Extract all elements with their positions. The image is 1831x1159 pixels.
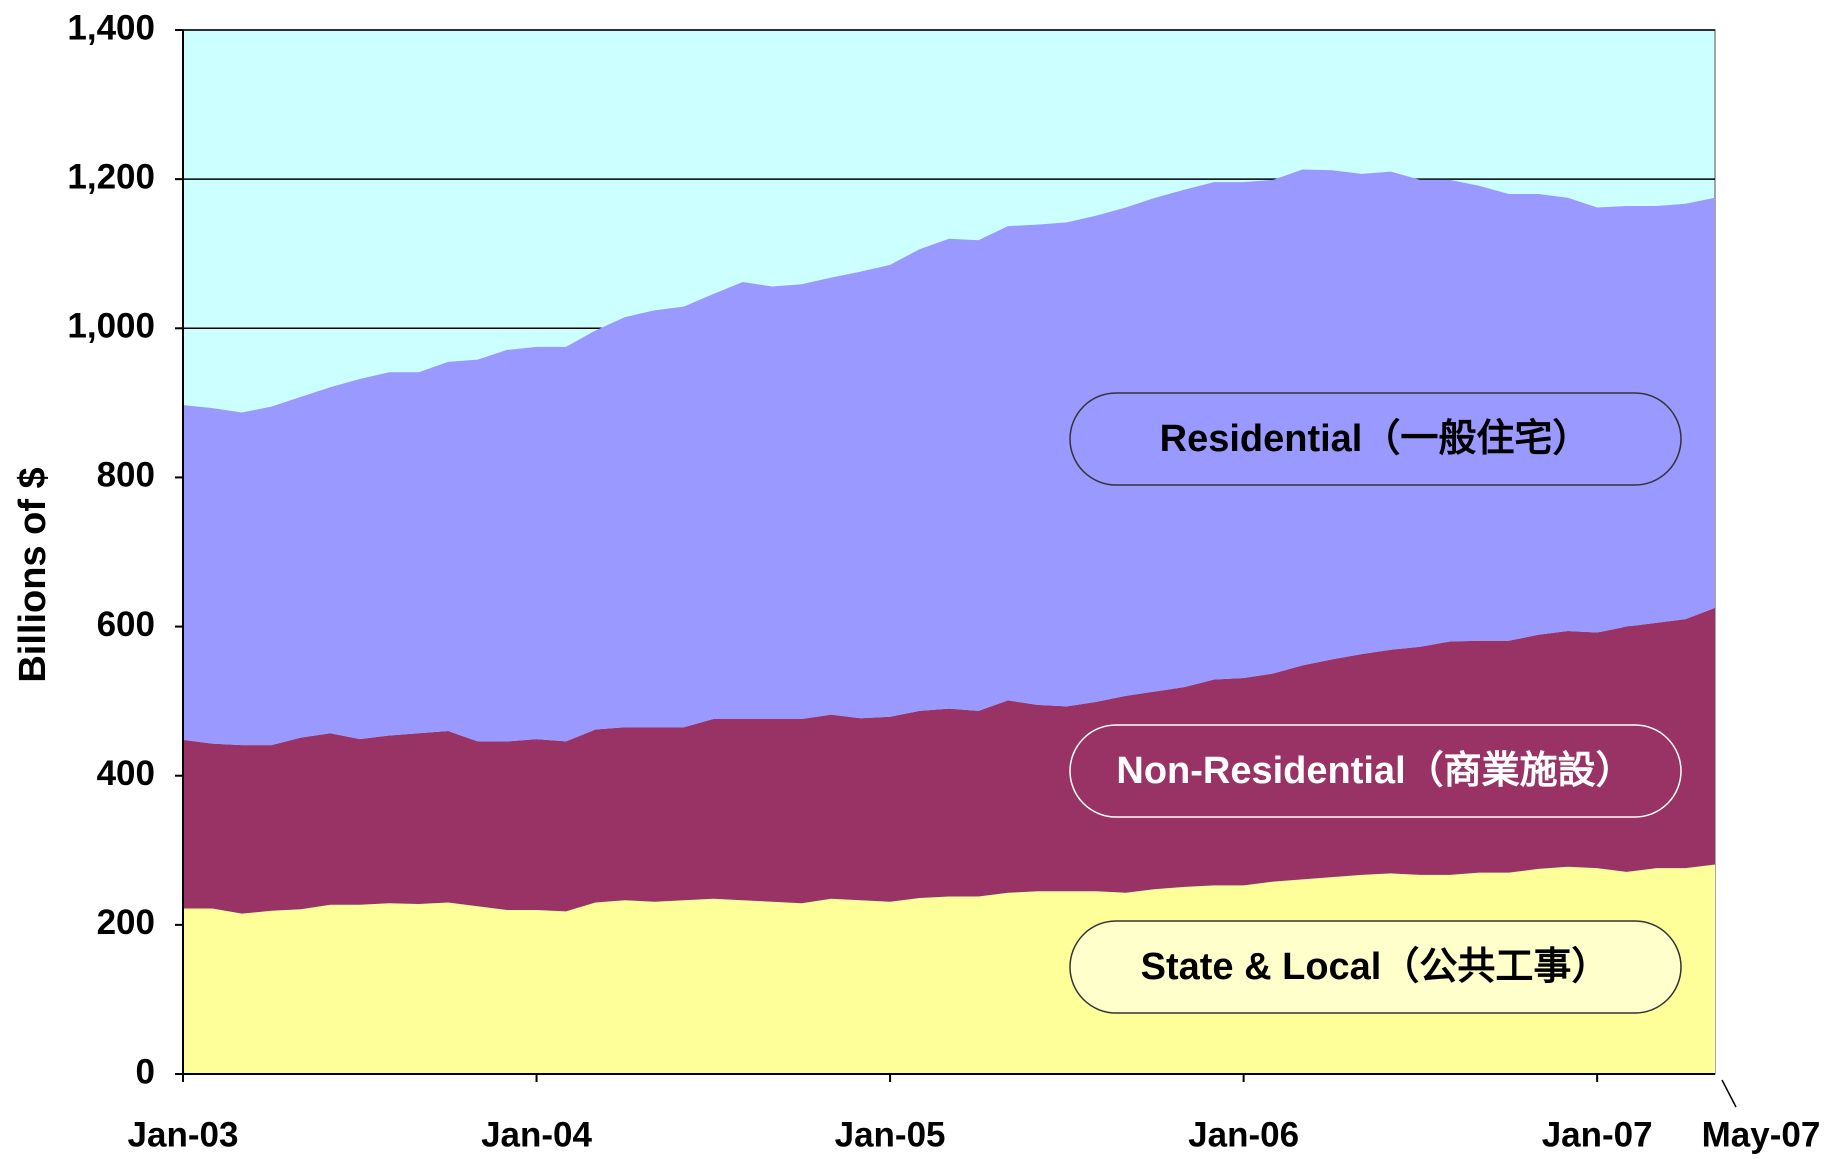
- y-tick-label: 600: [97, 605, 155, 644]
- label-box: [1069, 724, 1682, 818]
- x-tick-label: Jan-06: [1188, 1115, 1299, 1154]
- y-axis-label: Billions of $: [12, 467, 54, 682]
- series-label: State & Local（公共工事）: [1141, 946, 1610, 988]
- y-tick-label: 0: [136, 1052, 155, 1091]
- series-label: Residential（一般住宅）: [1160, 417, 1591, 460]
- x-tick-label: Jan-03: [128, 1115, 239, 1154]
- y-tick-label: 1,200: [67, 157, 155, 196]
- series-label: Non-Residential（商業施設）: [1116, 750, 1633, 792]
- y-tick-label: 200: [97, 903, 155, 942]
- y-tick-label: 400: [97, 754, 155, 793]
- x-tick-label: Jan-04: [481, 1115, 592, 1154]
- y-tick-label: 1,400: [67, 8, 155, 47]
- area: [183, 607, 1715, 914]
- label-box: [1069, 392, 1682, 486]
- area: [183, 864, 1715, 1074]
- y-tick-label: 800: [97, 456, 155, 495]
- y-tick-label: 1,000: [67, 307, 155, 346]
- label-box: [1069, 920, 1682, 1014]
- area: [183, 169, 1715, 746]
- x-tick-label: Jan-07: [1542, 1115, 1653, 1154]
- x-tick-label: Jan-05: [835, 1115, 946, 1154]
- leader-line: [1721, 1079, 1737, 1108]
- x-tick-label: May-07: [1702, 1115, 1821, 1154]
